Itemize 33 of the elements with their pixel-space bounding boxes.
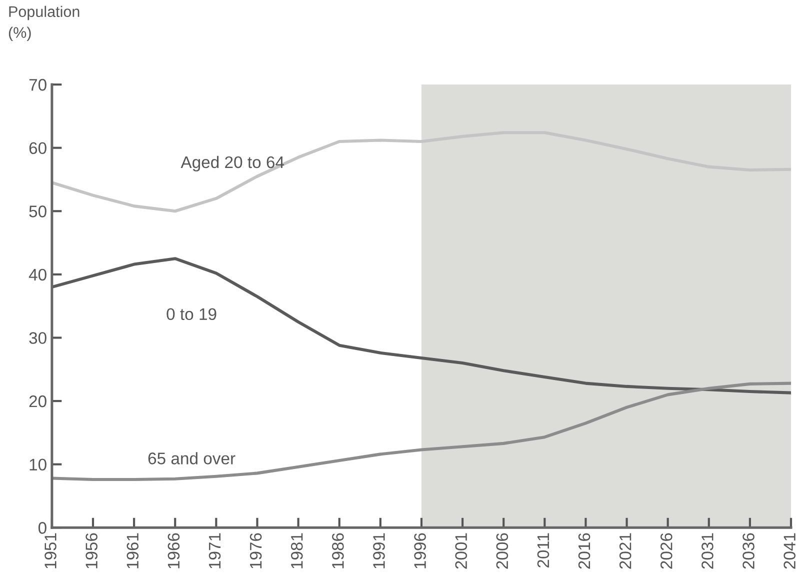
x-tick-label: 1971 <box>208 533 221 568</box>
y-axis-title: Population (%) <box>8 6 80 41</box>
series-label: Aged 20 to 64 <box>180 156 284 172</box>
x-tick-label: 1996 <box>414 533 426 568</box>
x-tick-label: 1981 <box>290 533 303 568</box>
x-tick-label: 2001 <box>455 533 468 569</box>
x-tick-label: 2041 <box>784 533 796 569</box>
x-tick-label: 1951 <box>44 533 56 568</box>
y-tick-label: 40 <box>28 268 46 281</box>
x-tick-label: 2026 <box>660 533 672 569</box>
y-tick-label: 60 <box>29 142 46 154</box>
y-tick-label: 0 <box>38 522 46 534</box>
y-tick-label: 50 <box>29 206 46 218</box>
line-series <box>52 382 792 482</box>
x-tick-label: 2031 <box>702 533 714 569</box>
y-tick-label: 20 <box>29 395 46 408</box>
x-tick-label: 1991 <box>373 533 385 568</box>
line-series <box>52 131 792 213</box>
x-tick-label: 2011 <box>537 533 550 568</box>
x-tick-label: 2021 <box>619 533 632 569</box>
x-tick-label: 2006 <box>496 533 508 569</box>
x-tick-label: 1956 <box>86 533 98 568</box>
series-label: 65 and over <box>148 452 236 464</box>
x-tick-label: 1976 <box>250 533 262 568</box>
y-tick-label: 10 <box>30 458 46 471</box>
x-tick-label: 2036 <box>742 533 754 569</box>
x-tick-label: 1986 <box>332 533 344 568</box>
y-tick-label: 30 <box>29 332 46 344</box>
x-tick-label: 1961 <box>126 533 139 568</box>
y-tick-label: 70 <box>29 78 46 91</box>
series-label: 0 to 19 <box>166 308 216 320</box>
x-tick-label: 1966 <box>168 533 180 568</box>
x-tick-label: 2016 <box>578 533 590 569</box>
